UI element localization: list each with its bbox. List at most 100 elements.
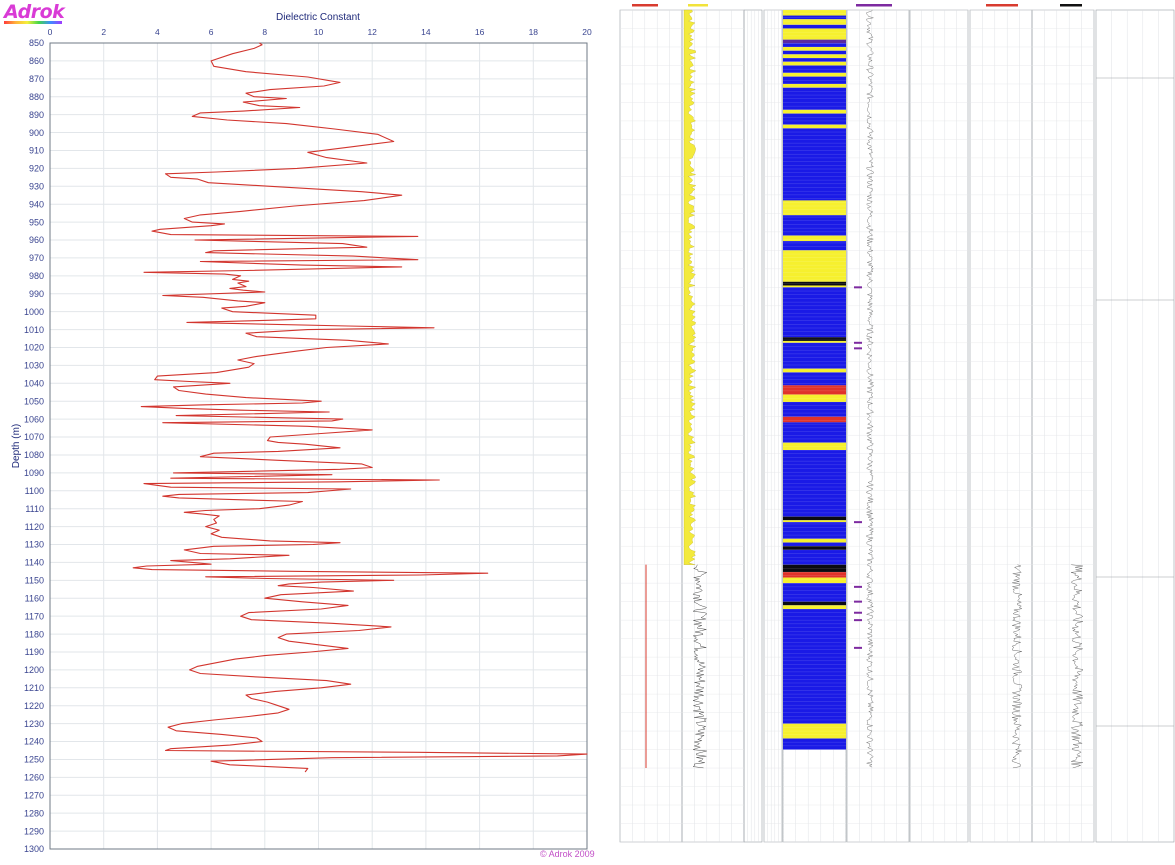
lithology-band — [783, 538, 846, 543]
y-tick-label: 1060 — [24, 414, 44, 424]
lithology-band — [783, 609, 846, 724]
y-tick-label: 1100 — [25, 486, 44, 496]
lithology-band — [783, 564, 846, 573]
track-frame — [969, 9, 1033, 843]
y-tick-label: 1070 — [24, 432, 44, 442]
lithology-band — [783, 54, 846, 59]
lithology-band — [783, 422, 846, 443]
y-tick-label: 930 — [29, 181, 44, 191]
y-tick-label: 1020 — [24, 343, 44, 353]
y-tick-label: 1010 — [24, 325, 44, 335]
lithology-band — [783, 281, 846, 286]
y-tick-label: 850 — [29, 38, 44, 48]
lithology-band — [783, 542, 846, 547]
lithology-band — [783, 235, 846, 242]
y-tick-label: 1240 — [24, 737, 44, 747]
lithology-band — [783, 109, 846, 114]
y-tick-label: 1000 — [24, 307, 44, 317]
x-tick-label: 6 — [209, 27, 214, 37]
y-tick-label: 1210 — [24, 683, 44, 693]
lithology-band — [783, 605, 846, 610]
lithology-band — [783, 250, 846, 282]
lithology-band — [783, 372, 846, 386]
lithology-band — [783, 46, 846, 51]
lithology-band — [783, 601, 846, 606]
lithology-band — [783, 416, 846, 423]
y-tick-label: 860 — [29, 56, 44, 66]
track-header-bar — [688, 4, 708, 7]
y-tick-label: 1080 — [24, 450, 44, 460]
lithology-band — [783, 342, 846, 369]
track-frame — [1031, 9, 1095, 843]
lithology-column — [783, 9, 846, 839]
y-tick-label: 1140 — [25, 558, 44, 568]
x-tick-label: 4 — [155, 27, 160, 37]
lithology-band — [783, 385, 846, 395]
lithology-band — [783, 28, 846, 40]
lithology-band — [783, 340, 846, 343]
lithology-band — [783, 546, 846, 550]
y-tick-label: 1050 — [24, 396, 44, 406]
track-header-bar — [856, 4, 892, 7]
lithology-band — [783, 516, 846, 521]
track-frame — [743, 9, 763, 843]
lithology-band — [783, 522, 846, 539]
lithology-band — [783, 738, 846, 750]
lithology-band — [783, 72, 846, 77]
x-tick-label: 14 — [421, 27, 431, 37]
lithology-band — [783, 76, 846, 84]
lithology-band — [783, 24, 846, 29]
y-tick-label: 1290 — [24, 826, 44, 836]
lithology-band — [783, 549, 846, 565]
y-tick-label: 1260 — [24, 773, 44, 783]
track-frame — [763, 9, 783, 843]
lithology-band — [783, 215, 846, 236]
purple-marker — [854, 600, 862, 603]
y-tick-label: 990 — [29, 289, 44, 299]
lithology-band — [783, 19, 846, 25]
lithology-band — [783, 337, 846, 341]
y-tick-label: 1170 — [25, 611, 44, 621]
lithology-band — [783, 723, 846, 739]
y-tick-label: 1250 — [24, 755, 44, 765]
dielectric-depth-chart: Dielectric Constant 0 2 4 6 8 10 12 14 16 18 20 85… — [11, 12, 592, 854]
x-tick-labels: 0 2 4 6 8 10 12 14 16 18 20 — [48, 27, 592, 37]
y-tick-label: 1110 — [25, 504, 44, 514]
lithology-band — [783, 285, 846, 288]
lithology-band — [783, 65, 846, 73]
purple-marker — [854, 611, 862, 614]
resistivity-trace — [865, 9, 875, 768]
y-tick-label: 920 — [29, 164, 44, 174]
y-tick-label: 970 — [29, 253, 44, 263]
y-tick-label: 910 — [29, 146, 44, 156]
track-frame — [681, 9, 745, 843]
y-tick-label: 1160 — [25, 593, 44, 603]
x-tick-label: 10 — [314, 27, 324, 37]
y-tick-label: 880 — [29, 92, 44, 102]
lithology-band — [783, 577, 846, 584]
lithology-band — [783, 442, 846, 451]
chart-title: Dielectric Constant — [276, 12, 360, 23]
x-tick-label: 8 — [262, 27, 267, 37]
adrok-logo: Adrok — [4, 3, 65, 25]
purple-marker — [854, 646, 862, 649]
x-tick-label: 16 — [475, 27, 485, 37]
x-tick-label: 0 — [48, 27, 53, 37]
y-axis-label: Depth (m) — [11, 424, 22, 468]
lithology-band — [783, 39, 846, 44]
lithology-band — [783, 50, 846, 55]
x-tick-label: 18 — [529, 27, 539, 37]
lithology-band — [783, 124, 846, 129]
lithology-band — [783, 241, 846, 251]
purple-marker — [854, 521, 862, 524]
y-tick-label: 870 — [29, 74, 44, 84]
y-tick-label: 1090 — [24, 468, 44, 478]
purple-marker — [854, 286, 862, 289]
density-trace — [1070, 564, 1084, 769]
well-log-strip-panel — [619, 4, 1175, 843]
lithology-band — [783, 43, 846, 47]
y-tick-label: 1040 — [24, 379, 44, 389]
purple-marker — [854, 341, 862, 344]
lithology-band — [783, 87, 846, 110]
track-header-bar — [1060, 4, 1082, 7]
